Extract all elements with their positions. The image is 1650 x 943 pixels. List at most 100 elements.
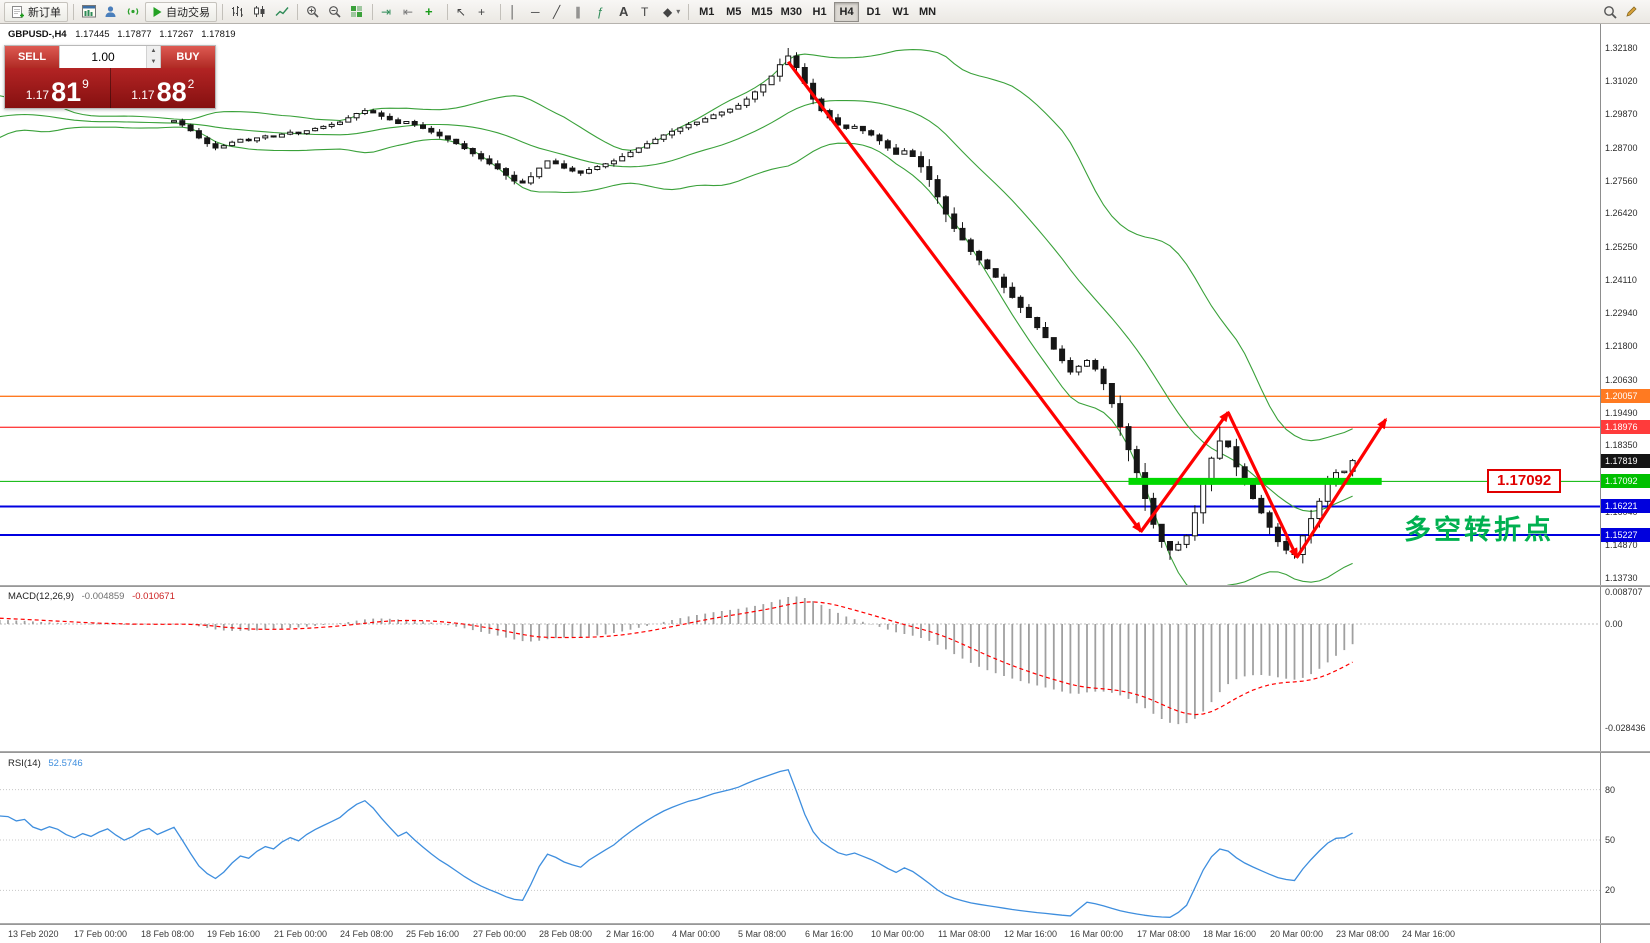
symbol-search-button[interactable]: [1600, 2, 1620, 22]
timeframe-m15-button[interactable]: M15: [748, 2, 775, 22]
timeframe-mn-button[interactable]: MN: [915, 2, 940, 22]
buy-button[interactable]: BUY: [161, 46, 215, 68]
horizontal-line-button[interactable]: ─: [528, 2, 548, 22]
macd-histogram: [0, 596, 1354, 725]
timeframe-m1-button[interactable]: M1: [694, 2, 719, 22]
indicators-button[interactable]: +: [422, 2, 442, 22]
price-tick: 1.32180: [1605, 43, 1638, 53]
price-badge: 1.20057: [1601, 389, 1650, 403]
price-tick: 1.14870: [1605, 540, 1638, 550]
line-chart-button[interactable]: [272, 2, 292, 22]
search-icon: [1603, 5, 1617, 19]
rsi-value: 52.5746: [48, 758, 83, 769]
ask-sup: 2: [187, 77, 195, 91]
timeframe-m5-button[interactable]: M5: [721, 2, 746, 22]
line-chart-icon: [275, 6, 289, 18]
toolbar-right: [1599, 0, 1647, 23]
rsi-tick: 50: [1605, 835, 1616, 845]
candlestick-button[interactable]: [250, 2, 270, 22]
rsi-panel-svg[interactable]: [0, 753, 1600, 923]
trend-arrows[interactable]: [786, 60, 1388, 560]
autotrading-button[interactable]: 自动交易: [145, 1, 217, 22]
time-label: 24 Feb 08:00: [340, 929, 394, 939]
volume-up-button[interactable]: ▲: [147, 46, 160, 57]
price-tick: 1.27560: [1605, 176, 1638, 186]
time-label: 20 Mar 00:00: [1270, 929, 1324, 939]
price-tick: 1.26420: [1605, 208, 1638, 218]
channel-button[interactable]: ∥: [572, 2, 592, 22]
timeframe-m1-button-label: M1: [699, 5, 715, 18]
chart-open-value: 1.17445: [75, 29, 110, 40]
timeframe-h4-button[interactable]: H4: [834, 1, 860, 22]
price-badge: 1.15227: [1601, 528, 1650, 542]
chart-close-value: 1.17819: [201, 29, 236, 40]
timeframe-h1-button[interactable]: H1: [807, 2, 832, 22]
crosshair-button[interactable]: +: [475, 2, 495, 22]
ask-big: 88: [156, 77, 187, 108]
timeframe-w1-button[interactable]: W1: [888, 2, 913, 22]
time-label: 24 Mar 16:00: [1402, 929, 1456, 939]
vertical-line-button[interactable]: │: [506, 2, 526, 22]
auto-scroll-button[interactable]: ⇥: [378, 2, 398, 22]
fibonacci-button[interactable]: ƒ: [594, 2, 614, 22]
price-annotation-label[interactable]: 1.17092: [1487, 469, 1562, 493]
one-click-trading-widget: SELL ▲ ▼ BUY 1.17 81 9 1.17: [4, 45, 216, 109]
macd-signal-value: -0.010671: [132, 591, 175, 602]
time-label: 18 Feb 08:00: [141, 929, 195, 939]
edit-button[interactable]: [1622, 2, 1642, 22]
equidistant-channel-icon: ∥: [575, 4, 581, 19]
time-label: 13 Feb 2020: [8, 929, 59, 939]
chart-shift-button[interactable]: ⇤: [400, 2, 420, 22]
toolbar-separator: [500, 3, 501, 20]
text-button[interactable]: A: [616, 2, 636, 22]
turning-point-annotation[interactable]: 多空转折点: [1404, 515, 1554, 545]
bid-big: 81: [51, 77, 82, 108]
charts-button[interactable]: [79, 2, 99, 22]
volume-down-button[interactable]: ▼: [147, 57, 160, 68]
auto-scroll-icon: ⇥: [381, 4, 392, 19]
rsi-tick: 20: [1605, 885, 1616, 895]
macd-panel-svg[interactable]: [0, 587, 1600, 751]
one-click-top-row: SELL ▲ ▼ BUY: [5, 46, 215, 68]
bar-chart-button[interactable]: [228, 2, 248, 22]
trendline-button[interactable]: ╱: [550, 2, 570, 22]
time-label: 17 Mar 08:00: [1137, 929, 1191, 939]
toolbar-left: 新订单 自动交易 ⇥ ⇤ + ↖ + │ ─ ╱ ∥ ƒ A T ◆ ▾ M1 M5 M15 M30 H1 H4 D1 W1 M…: [3, 0, 941, 23]
toolbar-separator: [73, 3, 74, 20]
tile-windows-button[interactable]: [347, 2, 367, 22]
splitter-rsi-timeaxis[interactable]: [0, 923, 1650, 925]
toolbar-separator: [297, 3, 298, 20]
profiles-button[interactable]: [101, 2, 121, 22]
new-order-button[interactable]: 新订单: [4, 1, 68, 22]
time-label: 16 Mar 00:00: [1070, 929, 1124, 939]
market-watch-button[interactable]: [123, 2, 143, 22]
bid-price[interactable]: 1.17 81 9: [5, 68, 111, 108]
cursor-icon: ↖: [456, 4, 467, 19]
cursor-button[interactable]: ↖: [453, 2, 473, 22]
zoom-in-button[interactable]: [303, 2, 323, 22]
splitter-main-macd[interactable]: [0, 585, 1650, 587]
bollinger-bands: [0, 49, 1353, 585]
timeframe-m30-button[interactable]: M30: [778, 2, 805, 22]
ask-price[interactable]: 1.17 88 2: [111, 68, 216, 108]
one-click-prices: 1.17 81 9 1.17 88 2: [5, 68, 215, 108]
text-label-button[interactable]: T: [638, 2, 658, 22]
shapes-button[interactable]: ◆ ▾: [660, 2, 683, 22]
zoom-out-button[interactable]: [325, 2, 345, 22]
time-label: 10 Mar 00:00: [871, 929, 925, 939]
sell-button[interactable]: SELL: [5, 46, 59, 68]
toolbar-separator: [688, 3, 690, 20]
zoom-in-icon: [306, 5, 319, 18]
chart-header: GBPUSD-,H4 1.17445 1.17877 1.17267 1.178…: [8, 29, 241, 40]
bollinger-middle: [0, 99, 1353, 512]
candles: [171, 48, 1356, 564]
time-axis[interactable]: 13 Feb 2020 17 Feb 00:00 18 Feb 08:00 19 Fe…: [0, 925, 1600, 943]
toolbar-separator: [222, 3, 223, 20]
splitter-macd-rsi[interactable]: [0, 751, 1650, 753]
timeframe-d1-button[interactable]: D1: [861, 2, 886, 22]
price-axis[interactable]: 1.32180 1.31020 1.29870 1.28700 1.27560 1.264…: [1600, 24, 1650, 943]
main-chart-svg[interactable]: [0, 24, 1600, 585]
toolbar: 新订单 自动交易 ⇥ ⇤ + ↖ + │ ─ ╱ ∥ ƒ A T ◆ ▾ M1 M5 M15 M30 H1 H4 D1 W1 M…: [0, 0, 1650, 24]
volume-input[interactable]: [60, 46, 146, 68]
